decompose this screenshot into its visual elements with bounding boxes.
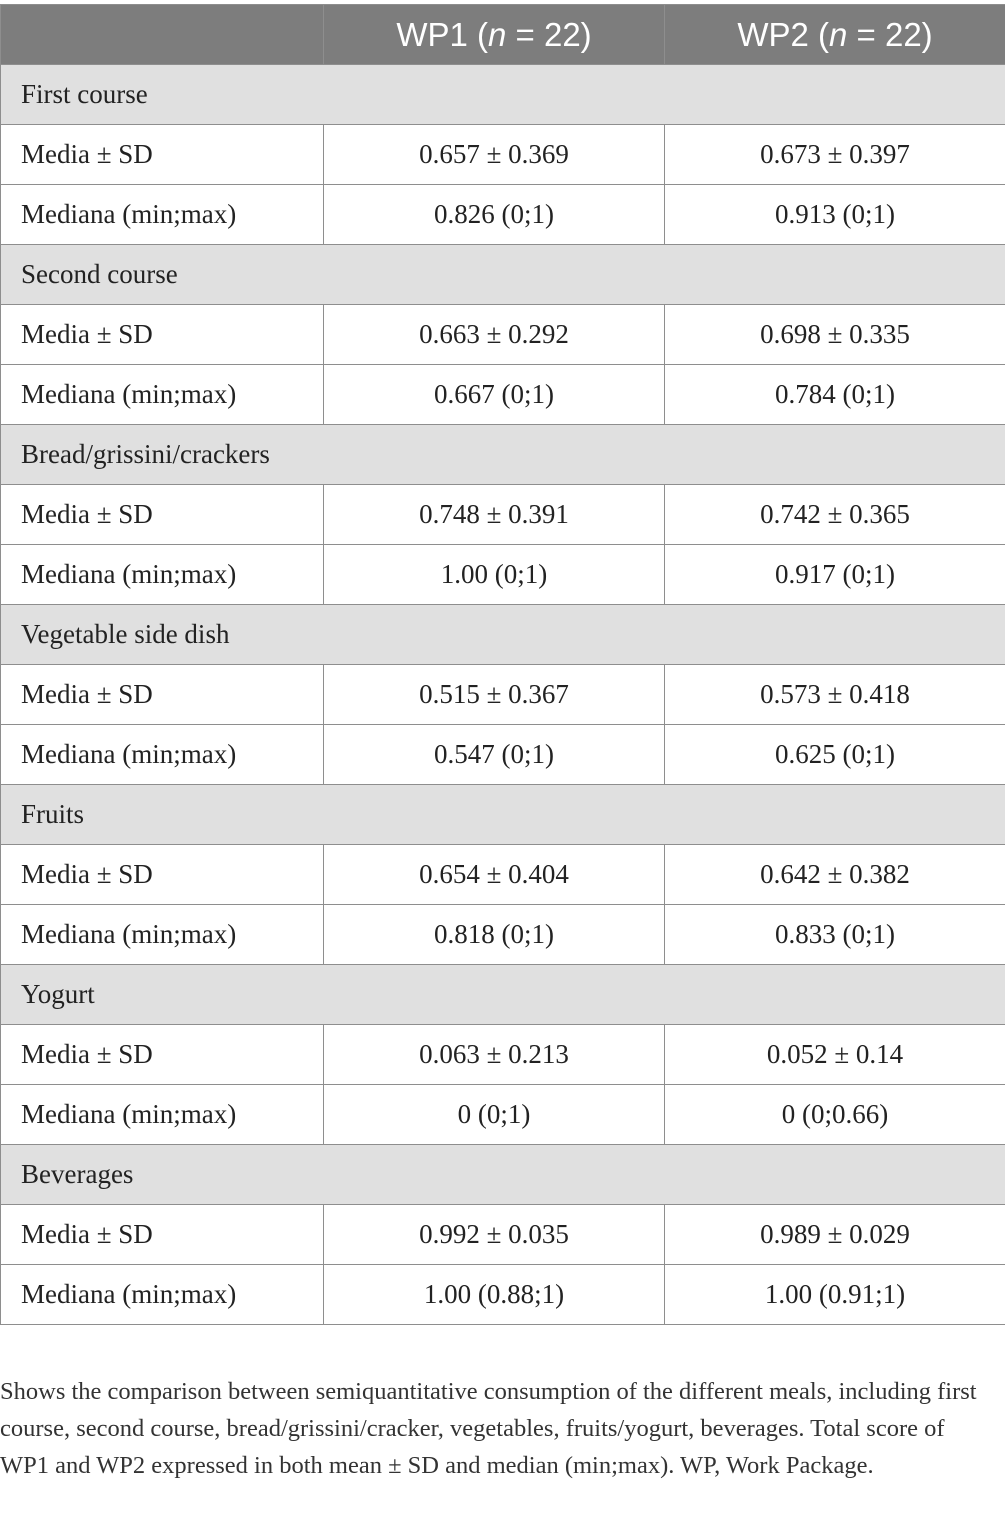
table-row: Media ± SD 0.992 ± 0.035 0.989 ± 0.029 [0,1204,1005,1265]
row-label: Mediana (min;max) [0,1084,324,1145]
wp2-value: 0.673 ± 0.397 [664,124,1005,185]
section-title: Vegetable side dish [0,604,1005,665]
wp2-value: 0.698 ± 0.335 [664,304,1005,365]
wp2-value: 0.742 ± 0.365 [664,484,1005,545]
table-row: Mediana (min;max) 0 (0;1) 0 (0;0.66) [0,1084,1005,1145]
table-row: Media ± SD 0.063 ± 0.213 0.052 ± 0.14 [0,1024,1005,1085]
header-wp1-n: n [488,15,507,53]
row-label: Mediana (min;max) [0,1264,324,1325]
header-wp1: WP1 (n = 22) [323,4,665,65]
wp1-value: 0.826 (0;1) [323,184,665,245]
section-row: Bread/grissini/crackers [0,424,1005,485]
table-row: Media ± SD 0.515 ± 0.367 0.573 ± 0.418 [0,664,1005,725]
wp1-value: 0.657 ± 0.369 [323,124,665,185]
table-row: Media ± SD 0.657 ± 0.369 0.673 ± 0.397 [0,124,1005,185]
table-header: WP1 (n = 22) WP2 (n = 22) [0,4,1005,65]
section-title: Fruits [0,784,1005,845]
wp1-value: 0.818 (0;1) [323,904,665,965]
wp1-value: 1.00 (0.88;1) [323,1264,665,1325]
section-row: Yogurt [0,964,1005,1025]
section-row: Fruits [0,784,1005,845]
wp2-value: 0.989 ± 0.029 [664,1204,1005,1265]
wp2-value: 0.573 ± 0.418 [664,664,1005,725]
wp1-value: 0.654 ± 0.404 [323,844,665,905]
wp1-value: 0.547 (0;1) [323,724,665,785]
header-wp2-count: = 22) [847,15,933,53]
section-row: Second course [0,244,1005,305]
table-row: Media ± SD 0.654 ± 0.404 0.642 ± 0.382 [0,844,1005,905]
header-row: WP1 (n = 22) WP2 (n = 22) [0,4,1005,65]
section-title: Yogurt [0,964,1005,1025]
row-label: Media ± SD [0,484,324,545]
table-row: Mediana (min;max) 0.826 (0;1) 0.913 (0;1) [0,184,1005,245]
section-title: Second course [0,244,1005,305]
wp1-value: 0.667 (0;1) [323,364,665,425]
header-blank-cell [0,4,324,65]
table-row: Mediana (min;max) 0.818 (0;1) 0.833 (0;1) [0,904,1005,965]
wp1-value: 0.992 ± 0.035 [323,1204,665,1265]
section-title: First course [0,64,1005,125]
row-label: Media ± SD [0,664,324,725]
table-row: Mediana (min;max) 0.667 (0;1) 0.784 (0;1) [0,364,1005,425]
wp2-value: 0.833 (0;1) [664,904,1005,965]
row-label: Mediana (min;max) [0,544,324,605]
header-wp2-label: WP2 ( [737,15,829,53]
wp2-value: 1.00 (0.91;1) [664,1264,1005,1325]
section-title: Bread/grissini/crackers [0,424,1005,485]
table-row: Mediana (min;max) 0.547 (0;1) 0.625 (0;1) [0,724,1005,785]
wp1-value: 0.748 ± 0.391 [323,484,665,545]
section-row: Beverages [0,1144,1005,1205]
wp1-value: 0.515 ± 0.367 [323,664,665,725]
row-label: Media ± SD [0,1024,324,1085]
table-row: Media ± SD 0.663 ± 0.292 0.698 ± 0.335 [0,304,1005,365]
wp2-value: 0.913 (0;1) [664,184,1005,245]
header-wp1-label: WP1 ( [396,15,488,53]
row-label: Media ± SD [0,304,324,365]
wp2-value: 0.642 ± 0.382 [664,844,1005,905]
wp2-value: 0.917 (0;1) [664,544,1005,605]
header-wp2: WP2 (n = 22) [664,4,1005,65]
consumption-table: WP1 (n = 22) WP2 (n = 22) First course Me… [0,4,1005,1325]
table-row: Mediana (min;max) 1.00 (0;1) 0.917 (0;1) [0,544,1005,605]
table-body: First course Media ± SD 0.657 ± 0.369 0.673… [0,64,1005,1325]
wp2-value: 0 (0;0.66) [664,1084,1005,1145]
wp1-value: 0.663 ± 0.292 [323,304,665,365]
header-wp1-count: = 22) [506,15,592,53]
wp2-value: 0.052 ± 0.14 [664,1024,1005,1085]
row-label: Mediana (min;max) [0,364,324,425]
row-label: Mediana (min;max) [0,904,324,965]
wp1-value: 1.00 (0;1) [323,544,665,605]
section-row: Vegetable side dish [0,604,1005,665]
table-footnote: Shows the comparison between semiquantit… [0,1378,977,1479]
row-label: Media ± SD [0,844,324,905]
wp1-value: 0 (0;1) [323,1084,665,1145]
section-title: Beverages [0,1144,1005,1205]
wp1-value: 0.063 ± 0.213 [323,1024,665,1085]
wp2-value: 0.784 (0;1) [664,364,1005,425]
header-wp2-n: n [829,15,848,53]
wp2-value: 0.625 (0;1) [664,724,1005,785]
table-row: Mediana (min;max) 1.00 (0.88;1) 1.00 (0.91… [0,1264,1005,1325]
row-label: Mediana (min;max) [0,184,324,245]
row-label: Media ± SD [0,124,324,185]
row-label: Media ± SD [0,1204,324,1265]
section-row: First course [0,64,1005,125]
table-row: Media ± SD 0.748 ± 0.391 0.742 ± 0.365 [0,484,1005,545]
row-label: Mediana (min;max) [0,724,324,785]
